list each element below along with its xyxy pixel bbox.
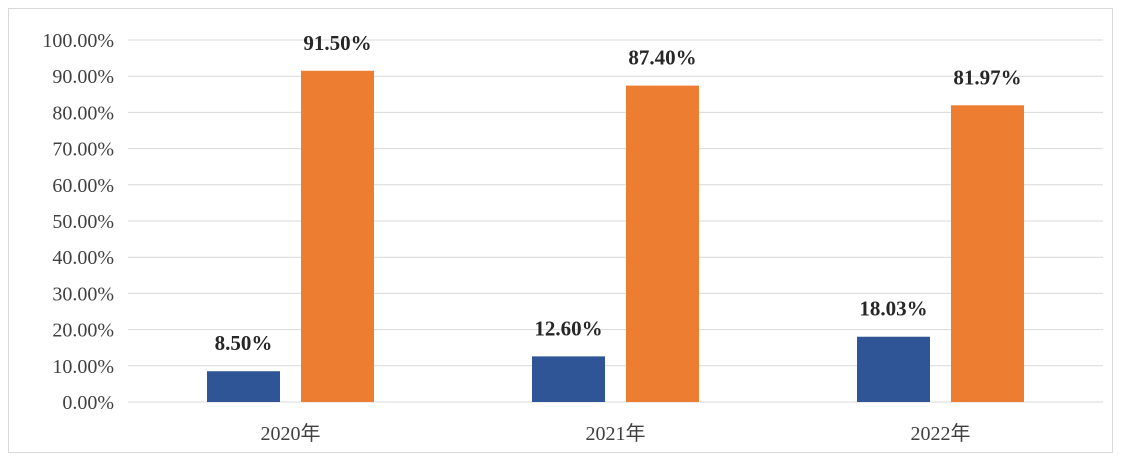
x-category-label: 2021年: [586, 422, 646, 445]
y-tick-label: 90.00%: [52, 66, 114, 88]
y-tick-label: 50.00%: [52, 211, 114, 233]
data-label: 8.50%: [215, 331, 273, 355]
x-axis: 2020年 2021年 2022年: [261, 422, 971, 445]
y-tick-label: 70.00%: [52, 139, 114, 161]
y-tick-label: 20.00%: [52, 320, 114, 342]
y-tick-label: 40.00%: [52, 247, 114, 269]
y-tick-label: 80.00%: [52, 102, 114, 124]
bar-orange-0: [301, 70, 374, 403]
y-tick-label: 60.00%: [52, 175, 114, 197]
data-label: 12.60%: [534, 316, 602, 340]
y-tick-label: 100.00%: [42, 30, 114, 52]
bar-blue-0: [207, 371, 280, 402]
x-category-label: 2020年: [261, 422, 321, 445]
y-tick-label: 30.00%: [52, 283, 114, 305]
bar-orange-2: [951, 105, 1024, 402]
y-axis: 0.00% 10.00% 20.00% 30.00% 40.00% 50.00% 60.00…: [42, 30, 114, 414]
y-tick-label: 0.00%: [62, 392, 114, 414]
bar-blue-1: [532, 356, 605, 402]
x-category-label: 2022年: [911, 422, 971, 445]
data-label: 87.40%: [628, 46, 696, 70]
data-labels: 8.50% 91.50% 12.60% 87.40% 18.03% 81.97%: [215, 31, 1022, 355]
data-label: 91.50%: [303, 31, 371, 55]
bars: [207, 70, 1024, 403]
data-label: 18.03%: [859, 297, 927, 321]
gridlines: [128, 39, 1103, 403]
data-label: 81.97%: [953, 65, 1021, 89]
bar-blue-2: [857, 336, 930, 402]
y-tick-label: 10.00%: [52, 356, 114, 378]
bar-orange-1: [626, 85, 699, 402]
